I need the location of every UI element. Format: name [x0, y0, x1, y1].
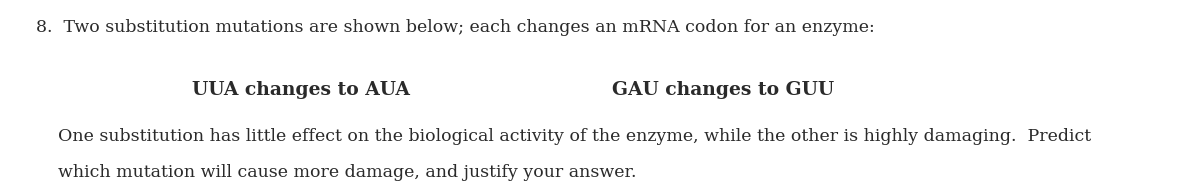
Text: UUA changes to AUA: UUA changes to AUA — [192, 81, 410, 98]
Text: One substitution has little effect on the biological activity of the enzyme, whi: One substitution has little effect on th… — [58, 128, 1091, 145]
Text: GAU changes to GUU: GAU changes to GUU — [612, 81, 834, 98]
Text: 8.  Two substitution mutations are shown below; each changes an mRNA codon for a: 8. Two substitution mutations are shown … — [36, 19, 875, 36]
Text: which mutation will cause more damage, and justify your answer.: which mutation will cause more damage, a… — [58, 164, 636, 181]
